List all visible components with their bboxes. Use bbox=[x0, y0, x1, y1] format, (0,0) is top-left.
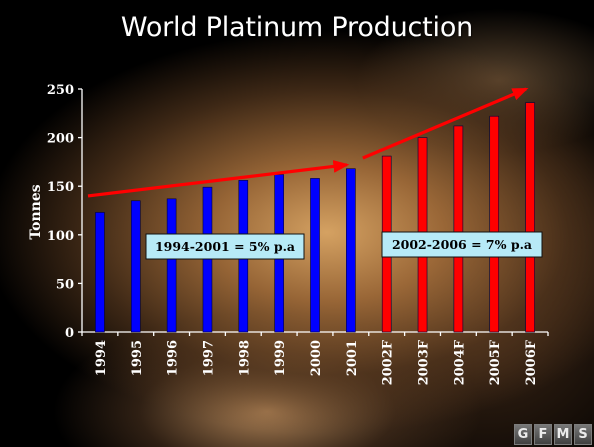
x-tick-label: 2005F bbox=[488, 339, 503, 385]
annotation-text: 2002-2006 = 7% p.a bbox=[392, 237, 532, 252]
x-tick-label: 1997 bbox=[201, 340, 216, 376]
bar bbox=[346, 168, 356, 333]
y-axis-label: Tonnes bbox=[28, 184, 44, 239]
bar bbox=[489, 115, 500, 333]
y-tick-label: 50 bbox=[56, 277, 74, 292]
trend-arrows bbox=[87, 87, 529, 198]
logo-letter: S bbox=[574, 424, 592, 445]
bar bbox=[525, 102, 535, 333]
x-tick-label: 1998 bbox=[237, 340, 252, 376]
logo-letter: G bbox=[514, 424, 532, 445]
annotation-box bbox=[381, 231, 543, 258]
x-tick-label: 1994 bbox=[94, 340, 109, 376]
slide-title: World Platinum Production bbox=[120, 12, 474, 43]
x-tick-label: 2004F bbox=[452, 339, 467, 385]
bar bbox=[310, 178, 320, 333]
trend-arrow bbox=[87, 160, 350, 198]
logo-letter: F bbox=[534, 424, 552, 445]
bar bbox=[95, 212, 105, 333]
chart-axes: 0 50 100 150 200 250 bbox=[47, 83, 549, 341]
x-tick-label: 2001 bbox=[345, 340, 360, 376]
trend-arrow bbox=[362, 87, 529, 160]
y-tick-label: 100 bbox=[47, 229, 74, 244]
x-tick-label: 1996 bbox=[166, 340, 181, 376]
y-tick-label: 250 bbox=[47, 83, 74, 98]
annotation-text: 1994-2001 = 5% p.a bbox=[155, 239, 295, 254]
y-tick-label: 0 bbox=[65, 326, 74, 341]
logo-letter: M bbox=[554, 424, 572, 445]
x-tick-label: 2000 bbox=[309, 340, 324, 376]
x-tick-label: 2003F bbox=[417, 339, 432, 385]
x-tick-label: 1995 bbox=[130, 340, 145, 376]
y-tick-label: 200 bbox=[47, 132, 74, 147]
y-tick-label: 150 bbox=[47, 180, 74, 195]
bar bbox=[166, 198, 177, 333]
bar bbox=[130, 200, 141, 333]
x-tick-label: 2006F bbox=[524, 339, 539, 385]
annotation-box bbox=[145, 233, 305, 260]
x-tick-label: 1999 bbox=[273, 340, 288, 376]
x-tick-label: 2002F bbox=[381, 339, 396, 385]
chart-annotations: 1994-2001 = 5% p.a 2002-2006 = 7% p.a bbox=[145, 231, 543, 260]
chart-bars: 1994 1995 1996 1997 1998 1999 2000 2001 2002F 200… bbox=[94, 102, 539, 385]
bar bbox=[202, 186, 213, 333]
bar bbox=[453, 125, 464, 333]
